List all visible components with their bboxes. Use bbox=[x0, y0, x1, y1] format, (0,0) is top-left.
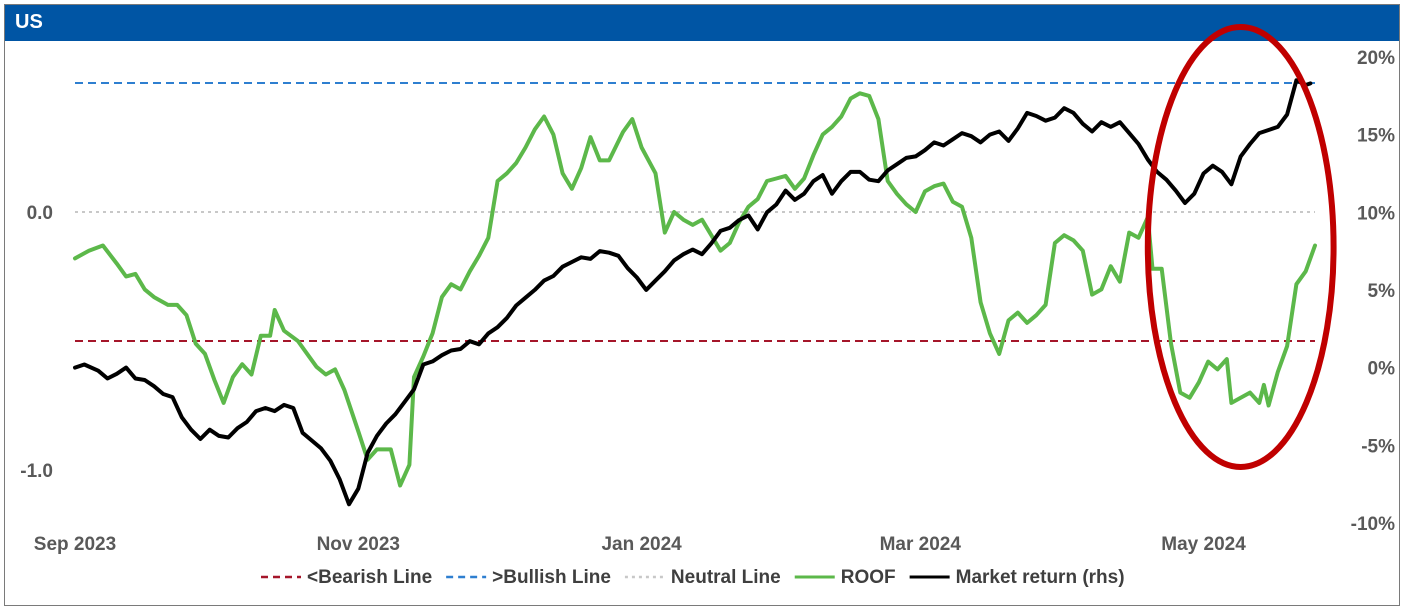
legend-label-bearish-line: <Bearish Line bbox=[307, 567, 432, 588]
series-lines bbox=[73, 78, 1317, 507]
reference-lines bbox=[75, 82, 1315, 342]
chart-title: US bbox=[15, 11, 43, 33]
series-line-roof bbox=[73, 91, 1317, 488]
y-right-tick-label: 5% bbox=[1368, 281, 1396, 302]
chart-svg: 0.0 -1.0 20% 15% 10% 5% 0% -5% -10% Sep 2023 Nov 2… bbox=[20, 24, 1395, 588]
chart-panel: US 0.0 -1.0 20% 15% 10% 5% 0% -5% -10% Sep 2023 No… bbox=[4, 4, 1400, 606]
y-left-tick-label: 0.0 bbox=[27, 203, 53, 224]
legend-label-bullish-line: >Bullish Line bbox=[492, 567, 611, 588]
series-line-market-return-rhs bbox=[73, 78, 1313, 507]
legend-label-roof: ROOF bbox=[841, 567, 896, 588]
chart-header: US bbox=[5, 5, 1399, 41]
y-right-tick-label: 0% bbox=[1368, 359, 1396, 380]
annotations bbox=[1144, 24, 1337, 470]
legend: <Bearish Line >Bullish Line Neutral Line RO… bbox=[261, 567, 1125, 588]
x-tick-label: Nov 2023 bbox=[317, 534, 400, 555]
y-right-tick-label: -10% bbox=[1351, 514, 1395, 535]
y-right-tick-label: 10% bbox=[1357, 203, 1395, 224]
x-tick-label: Sep 2023 bbox=[34, 534, 116, 555]
y-left-tick-label: -1.0 bbox=[20, 461, 53, 482]
y-right-tick-label: 15% bbox=[1357, 126, 1395, 147]
x-tick-label: Mar 2024 bbox=[880, 534, 962, 555]
x-tick-label: Jan 2024 bbox=[601, 534, 682, 555]
legend-label-neutral-line: Neutral Line bbox=[671, 567, 781, 588]
y-right-tick-label: -5% bbox=[1361, 436, 1395, 457]
axis-labels: 0.0 -1.0 20% 15% 10% 5% 0% -5% -10% Sep 2023 Nov 2… bbox=[20, 48, 1395, 555]
y-right-tick-label: 20% bbox=[1357, 48, 1395, 69]
x-tick-label: May 2024 bbox=[1161, 534, 1246, 555]
annotation-ellipse bbox=[1144, 24, 1337, 470]
legend-label-market-return-rhs: Market return (rhs) bbox=[956, 567, 1125, 588]
